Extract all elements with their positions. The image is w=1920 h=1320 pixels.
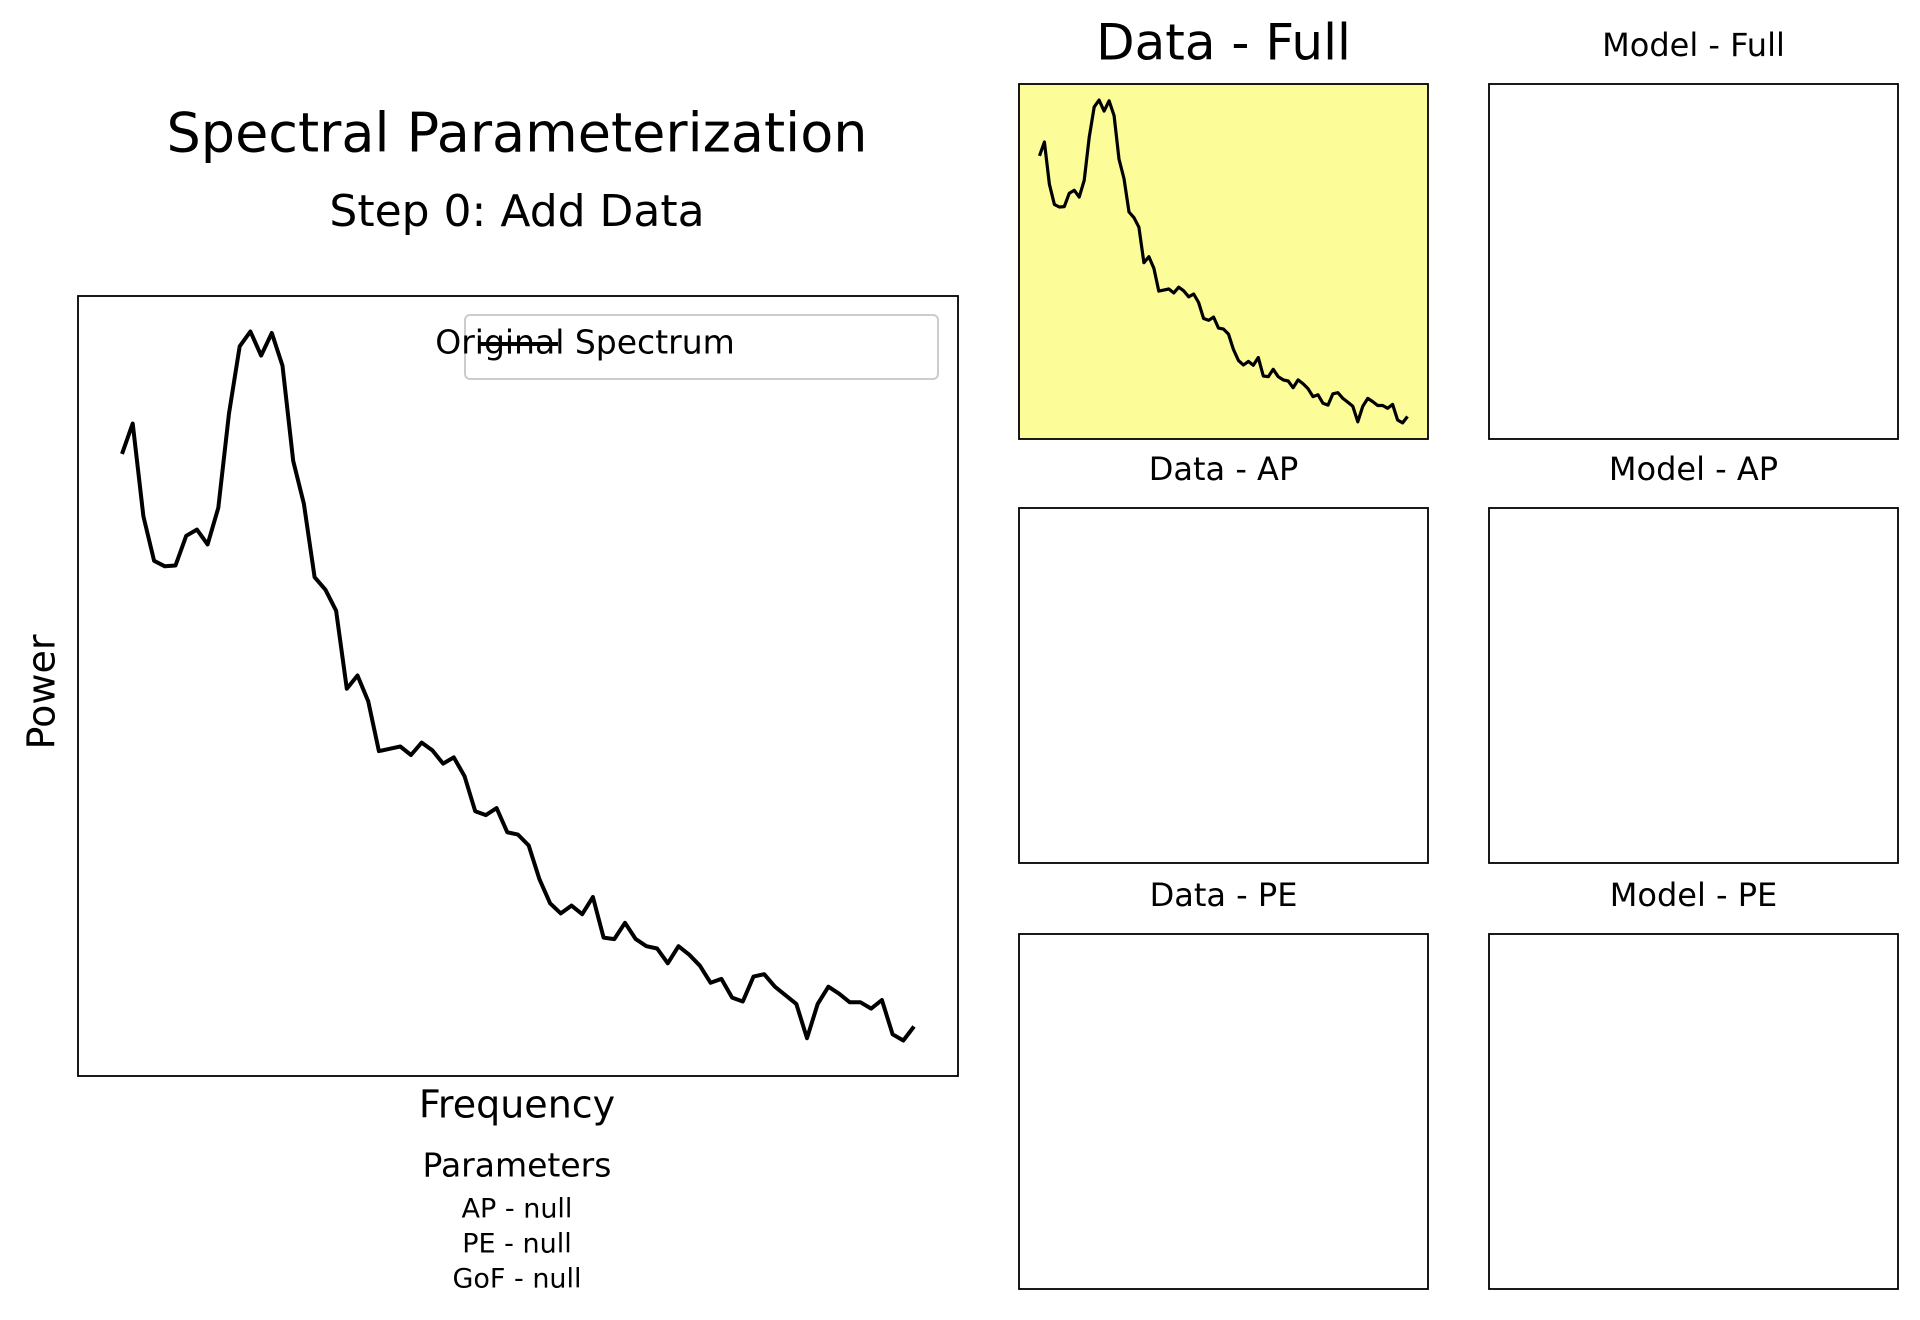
- parameter-line: PE - null: [462, 1229, 571, 1260]
- x-axis-label: Frequency: [419, 1083, 615, 1127]
- panel-title: Model - AP: [1609, 450, 1778, 488]
- panel-frame: [1018, 933, 1429, 1290]
- legend-label: Original Spectrum: [435, 323, 735, 362]
- panel-title: Data - AP: [1149, 450, 1298, 488]
- panel-frame: [1488, 507, 1899, 864]
- panel-highlight: [1018, 83, 1429, 440]
- parameter-line: AP - null: [462, 1194, 573, 1225]
- spectrum-line: [120, 329, 916, 1043]
- panel-title: Data - Full: [1096, 14, 1351, 72]
- panel-title: Model - Full: [1602, 26, 1785, 64]
- parameters-title: Parameters: [423, 1146, 612, 1185]
- plot-frame: [77, 295, 959, 1077]
- y-axis-label: Power: [20, 634, 64, 749]
- parameter-line: GoF - null: [452, 1264, 581, 1295]
- panel-frame: [1488, 933, 1899, 1290]
- legend-box: [464, 314, 939, 380]
- panel-title: Data - PE: [1150, 876, 1298, 914]
- panel-frame: [1488, 83, 1899, 440]
- chart-title: Spectral Parameterization: [167, 102, 868, 165]
- panel-spectrum-line: [1037, 98, 1409, 425]
- panel-frame: [1018, 507, 1429, 864]
- chart-subtitle: Step 0: Add Data: [329, 186, 704, 237]
- panel-title: Model - PE: [1610, 876, 1777, 914]
